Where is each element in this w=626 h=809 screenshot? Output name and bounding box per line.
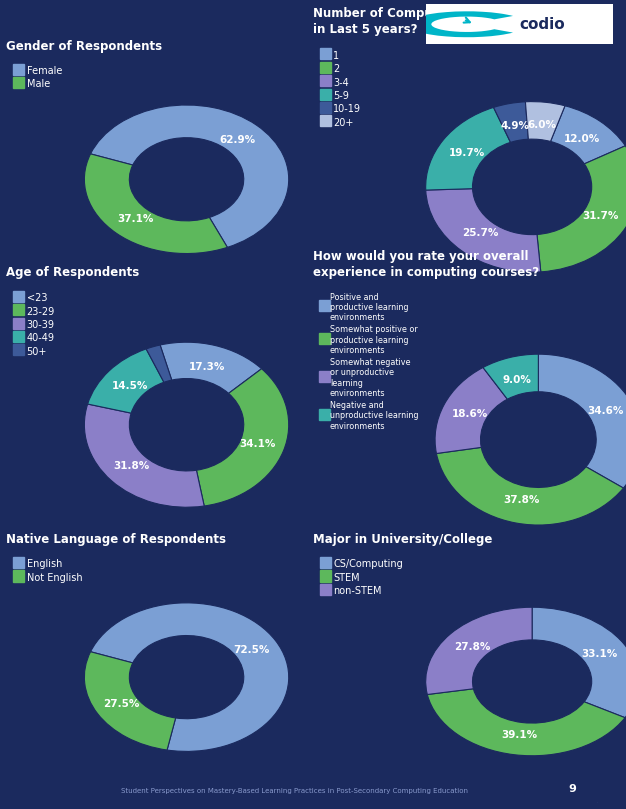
Wedge shape (85, 652, 176, 750)
Text: 6.0%: 6.0% (527, 120, 557, 130)
Text: 12.0%: 12.0% (563, 134, 600, 144)
Text: 33.1%: 33.1% (581, 649, 617, 659)
Text: 37.8%: 37.8% (504, 495, 540, 506)
Wedge shape (88, 349, 164, 413)
FancyBboxPatch shape (416, 2, 623, 47)
Wedge shape (435, 367, 507, 454)
Text: 9: 9 (569, 784, 577, 794)
Legend: Positive and
productive learning
environments, Somewhat positive or
productive l: Positive and productive learning environ… (317, 291, 420, 432)
Wedge shape (493, 102, 528, 142)
Text: 25.7%: 25.7% (463, 228, 499, 239)
FancyBboxPatch shape (545, 773, 600, 804)
Legend: Female, Male: Female, Male (11, 64, 64, 91)
Text: 34.6%: 34.6% (587, 405, 623, 416)
Text: 18.6%: 18.6% (451, 409, 488, 419)
Legend: CS/Computing, STEM, non-STEM: CS/Computing, STEM, non-STEM (318, 557, 405, 598)
Wedge shape (537, 146, 626, 272)
Text: 19.7%: 19.7% (449, 148, 485, 158)
Text: Age of Respondents: Age of Respondents (6, 266, 140, 279)
Wedge shape (197, 369, 289, 506)
Text: 31.7%: 31.7% (582, 211, 618, 222)
Wedge shape (146, 345, 172, 383)
Text: Major in University/College: Major in University/College (313, 533, 493, 546)
Text: 4.9%: 4.9% (501, 121, 530, 131)
Wedge shape (160, 342, 262, 393)
Text: codio: codio (520, 17, 565, 32)
Text: 37.1%: 37.1% (117, 214, 153, 224)
Text: 9.0%: 9.0% (503, 375, 531, 385)
Wedge shape (85, 404, 204, 507)
Wedge shape (525, 102, 565, 142)
Text: 31.8%: 31.8% (114, 460, 150, 471)
Text: How would you rate your overall
experience in computing courses?: How would you rate your overall experien… (313, 250, 539, 279)
Wedge shape (538, 354, 626, 488)
Wedge shape (436, 447, 623, 525)
Wedge shape (407, 11, 513, 37)
Legend: <23, 23-29, 30-39, 40-49, 50+: <23, 23-29, 30-39, 40-49, 50+ (11, 291, 57, 358)
Wedge shape (91, 105, 289, 248)
Text: Gender of Respondents: Gender of Respondents (6, 40, 162, 53)
Wedge shape (426, 608, 532, 694)
Legend: 1, 2, 3-4, 5-9, 10-19, 20+: 1, 2, 3-4, 5-9, 10-19, 20+ (318, 49, 363, 129)
Text: 72.5%: 72.5% (233, 646, 270, 655)
Wedge shape (91, 603, 289, 752)
Legend: English, Not English: English, Not English (11, 557, 85, 585)
Text: 17.3%: 17.3% (189, 362, 225, 372)
Text: Native Language of Respondents: Native Language of Respondents (6, 533, 226, 546)
Text: 34.1%: 34.1% (239, 439, 275, 449)
Wedge shape (550, 106, 625, 164)
Text: Number of Computing Courses Taken
in Last 5 years?: Number of Computing Courses Taken in Las… (313, 7, 558, 36)
Wedge shape (428, 688, 625, 756)
Text: 39.1%: 39.1% (501, 730, 537, 740)
Wedge shape (532, 608, 626, 718)
Text: 62.9%: 62.9% (220, 135, 255, 145)
Text: 27.5%: 27.5% (103, 699, 140, 709)
Text: 14.5%: 14.5% (112, 380, 148, 391)
Text: 27.8%: 27.8% (454, 642, 491, 652)
Wedge shape (426, 108, 511, 190)
Wedge shape (426, 188, 541, 272)
Wedge shape (483, 354, 538, 399)
Wedge shape (85, 154, 227, 253)
Text: Student Perspectives on Mastery-Based Learning Practices in Post-Secondary Compu: Student Perspectives on Mastery-Based Le… (121, 788, 468, 794)
